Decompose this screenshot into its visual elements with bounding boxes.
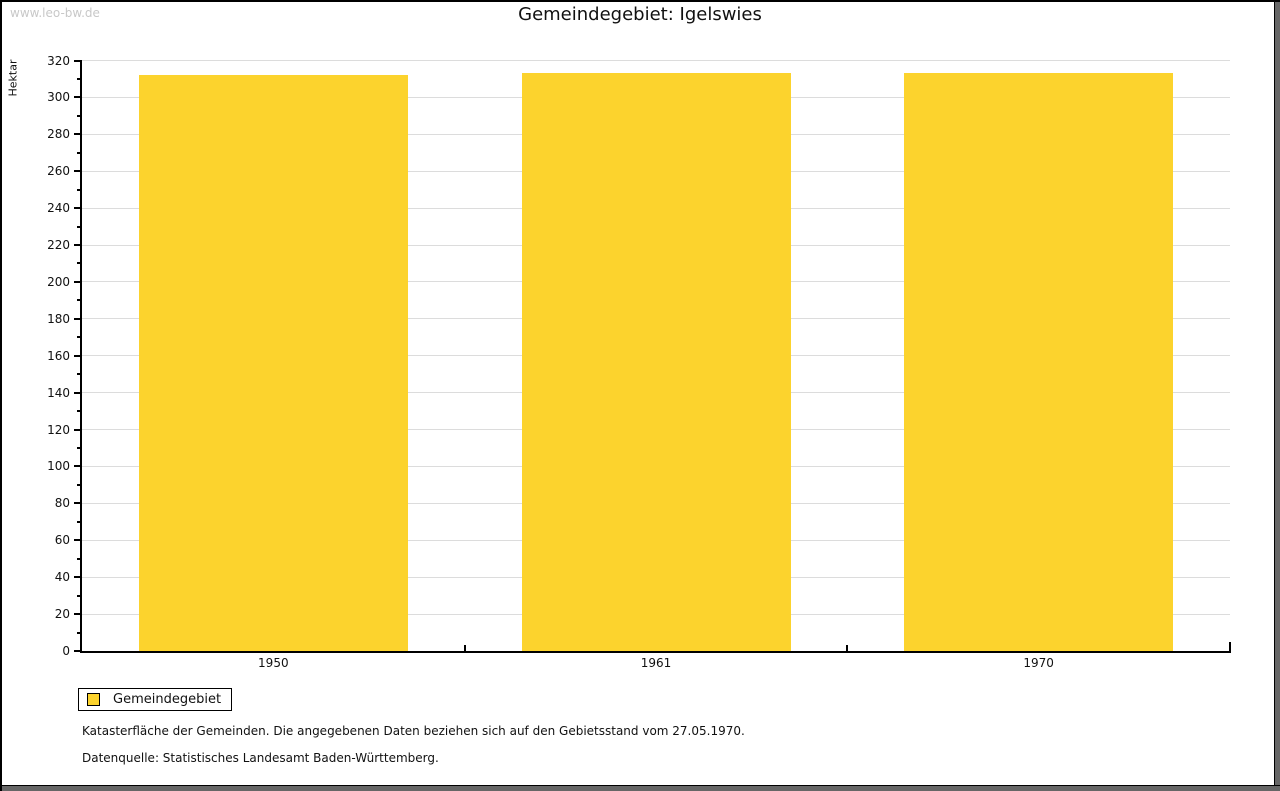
legend-label: Gemeindegebiet xyxy=(113,692,222,707)
y-major-tick-240 xyxy=(74,207,82,210)
legend-box: Gemeindegebiet xyxy=(78,688,232,711)
bar-1970 xyxy=(904,73,1174,651)
y-minor-tick-30 xyxy=(77,594,82,597)
y-tick-label-100: 100 xyxy=(47,459,70,474)
y-minor-tick-230 xyxy=(77,225,82,228)
y-minor-tick-270 xyxy=(77,151,82,154)
y-tick-label-60: 60 xyxy=(54,533,70,548)
y-major-tick-80 xyxy=(74,502,82,505)
y-tick-label-80: 80 xyxy=(54,496,70,511)
x-boundary-tick-2 xyxy=(846,645,849,651)
frame-border-top xyxy=(0,0,1280,2)
y-tick-label-220: 220 xyxy=(47,238,70,253)
note-source: Datenquelle: Statistisches Landesamt Bad… xyxy=(82,751,439,765)
y-major-tick-40 xyxy=(74,576,82,579)
y-tick-label-20: 20 xyxy=(54,607,70,622)
y-tick-label-320: 320 xyxy=(47,53,70,68)
chart-title: Gemeindegebiet: Igelswies xyxy=(518,4,762,25)
y-tick-label-180: 180 xyxy=(47,311,70,326)
x-tick-label-1950: 1950 xyxy=(258,656,289,670)
y-major-tick-20 xyxy=(74,613,82,616)
x-tick-label-1961: 1961 xyxy=(640,656,672,670)
watermark: www.leo-bw.de xyxy=(10,6,100,20)
y-tick-label-200: 200 xyxy=(47,274,70,289)
bar-1950 xyxy=(138,75,408,651)
y-tick-label-0: 0 xyxy=(62,644,70,658)
y-tick-label-260: 260 xyxy=(47,164,70,179)
y-major-tick-280 xyxy=(74,133,82,136)
y-major-tick-200 xyxy=(74,280,82,283)
y-tick-label-280: 280 xyxy=(47,127,70,142)
y-tick-label-300: 300 xyxy=(47,90,70,105)
y-tick-label-120: 120 xyxy=(47,422,70,437)
y-major-tick-220 xyxy=(74,244,82,247)
bar-1961 xyxy=(521,73,791,651)
y-minor-tick-190 xyxy=(77,299,82,302)
y-minor-tick-70 xyxy=(77,520,82,523)
frame-border-bottom xyxy=(0,785,1280,791)
x-tick-label-1970: 1970 xyxy=(1023,656,1054,670)
y-axis-line xyxy=(80,59,82,653)
gridline-y-320 xyxy=(82,60,1230,61)
y-minor-tick-170 xyxy=(77,336,82,339)
legend-swatch xyxy=(87,693,100,706)
x-axis-end-tick xyxy=(1229,642,1231,651)
y-major-tick-180 xyxy=(74,317,82,320)
y-minor-tick-250 xyxy=(77,188,82,191)
y-minor-tick-90 xyxy=(77,483,82,486)
y-tick-label-40: 40 xyxy=(54,570,70,585)
y-major-tick-140 xyxy=(74,391,82,394)
y-minor-tick-130 xyxy=(77,410,82,413)
y-tick-label-140: 140 xyxy=(47,385,70,400)
y-minor-tick-110 xyxy=(77,447,82,450)
y-major-tick-300 xyxy=(74,96,82,99)
y-major-tick-0 xyxy=(74,650,82,652)
y-minor-tick-10 xyxy=(77,631,82,634)
y-major-tick-100 xyxy=(74,465,82,468)
y-major-tick-60 xyxy=(74,539,82,542)
y-minor-tick-150 xyxy=(77,373,82,376)
y-major-tick-260 xyxy=(74,170,82,173)
y-tick-label-240: 240 xyxy=(47,201,70,216)
x-axis-line xyxy=(80,651,1231,653)
y-minor-tick-50 xyxy=(77,557,82,560)
y-tick-label-160: 160 xyxy=(47,348,70,363)
y-minor-tick-210 xyxy=(77,262,82,265)
y-major-tick-320 xyxy=(74,59,82,62)
y-minor-tick-310 xyxy=(77,77,82,80)
x-boundary-tick-1 xyxy=(463,645,466,651)
frame-border-left xyxy=(0,0,2,791)
y-minor-tick-290 xyxy=(77,114,82,117)
y-major-tick-160 xyxy=(74,354,82,357)
frame-border-right xyxy=(1274,0,1280,791)
note-description: Katasterfläche der Gemeinden. Die angege… xyxy=(82,724,745,738)
y-major-tick-120 xyxy=(74,428,82,431)
